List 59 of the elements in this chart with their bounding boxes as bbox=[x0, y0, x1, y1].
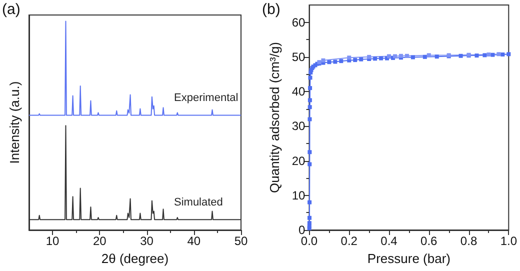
point bbox=[474, 54, 479, 58]
point bbox=[308, 76, 312, 80]
x-tick-label: 0.0 bbox=[300, 234, 318, 248]
y-axis-title: Intensity (a.u.) bbox=[7, 81, 22, 164]
point bbox=[347, 56, 352, 60]
chart-title: (a) bbox=[2, 1, 20, 18]
series-label: Experimental bbox=[174, 92, 238, 104]
point bbox=[434, 54, 439, 59]
point bbox=[307, 216, 312, 220]
x-tick-label: 0.8 bbox=[460, 234, 478, 248]
point bbox=[308, 162, 312, 166]
x-tick-label: 1.0 bbox=[500, 234, 518, 248]
point bbox=[422, 54, 427, 59]
x-tick-label: 30 bbox=[140, 234, 154, 248]
point bbox=[404, 54, 409, 58]
point bbox=[490, 52, 495, 57]
y-tick-label: 30 bbox=[292, 119, 306, 134]
point bbox=[410, 55, 415, 60]
y-tick-label: 40 bbox=[292, 84, 306, 99]
point bbox=[367, 54, 372, 59]
point bbox=[333, 60, 338, 64]
x-tick-label: 50 bbox=[234, 234, 248, 248]
x-tick-label: 0.6 bbox=[420, 234, 438, 248]
chart-title: (b) bbox=[262, 1, 280, 18]
point bbox=[339, 59, 344, 64]
x-tick-label: 10 bbox=[46, 234, 60, 248]
x-tick-label: 0.4 bbox=[380, 234, 398, 248]
point bbox=[373, 56, 378, 61]
x-tick-label: 40 bbox=[187, 234, 201, 248]
point bbox=[307, 221, 312, 226]
x-tick-label: 20 bbox=[92, 234, 107, 248]
point bbox=[308, 117, 312, 122]
point bbox=[308, 150, 312, 154]
point bbox=[308, 200, 312, 204]
x-axis-title: 2θ (degree) bbox=[101, 251, 169, 266]
y-axis-title: Quantity adsorbed (cm³/g) bbox=[267, 42, 282, 194]
point bbox=[327, 60, 332, 64]
series-label: Simulated bbox=[174, 196, 223, 209]
y-tick-label: 60 bbox=[292, 15, 306, 30]
y-tick-label: 0 bbox=[298, 223, 306, 237]
point bbox=[308, 98, 312, 102]
point bbox=[359, 57, 364, 62]
point bbox=[353, 58, 358, 62]
y-tick-label: 10 bbox=[292, 188, 306, 202]
point bbox=[458, 54, 463, 58]
point bbox=[486, 52, 491, 56]
point bbox=[379, 56, 384, 60]
point bbox=[321, 58, 326, 62]
point bbox=[496, 52, 501, 56]
point bbox=[482, 53, 487, 58]
x-axis-title: Pressure (bar) bbox=[367, 251, 450, 266]
point bbox=[506, 52, 511, 56]
x-tick-label: 0.2 bbox=[340, 234, 358, 248]
y-tick-label: 20 bbox=[292, 154, 306, 168]
point bbox=[308, 86, 312, 90]
point bbox=[308, 105, 312, 110]
point bbox=[500, 52, 505, 56]
point bbox=[426, 53, 431, 58]
y-tick-label: 50 bbox=[292, 50, 306, 64]
